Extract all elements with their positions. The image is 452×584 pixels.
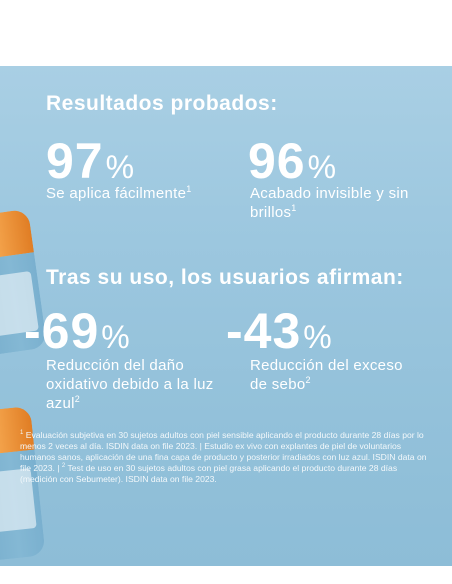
stat-caption: Reducción del daño oxidativo debido a la… xyxy=(46,357,214,412)
stat-unit: % xyxy=(105,149,136,185)
stat-value: 96 xyxy=(248,133,306,189)
stat-value: 97 xyxy=(46,133,104,189)
results-heading: Resultados probados: xyxy=(46,92,278,115)
stat-caption: Reducción del exceso de sebo2 xyxy=(250,357,403,393)
users-claim-heading: Tras su uso, los usuarios afirman: xyxy=(46,266,404,289)
stat-value: -69 xyxy=(24,303,100,359)
stat-ease-of-application: 97% xyxy=(46,136,135,186)
stat-caption: Se aplica fácilmente1 xyxy=(46,184,192,203)
stat-unit: % xyxy=(101,319,131,355)
stat-invisible-finish: 96% xyxy=(248,136,337,186)
stat-oxidative-damage: -69% xyxy=(24,306,131,356)
footnote: 1 Evaluación subjetiva en 30 sujetos adu… xyxy=(20,430,427,484)
stat-value: -43 xyxy=(226,303,302,359)
stat-caption: Acabado invisible y sin brillos1 xyxy=(250,185,409,221)
stat-unit: % xyxy=(307,149,338,185)
stat-unit: % xyxy=(303,319,333,355)
results-panel xyxy=(0,66,452,566)
stat-sebum-reduction: -43% xyxy=(226,306,333,356)
